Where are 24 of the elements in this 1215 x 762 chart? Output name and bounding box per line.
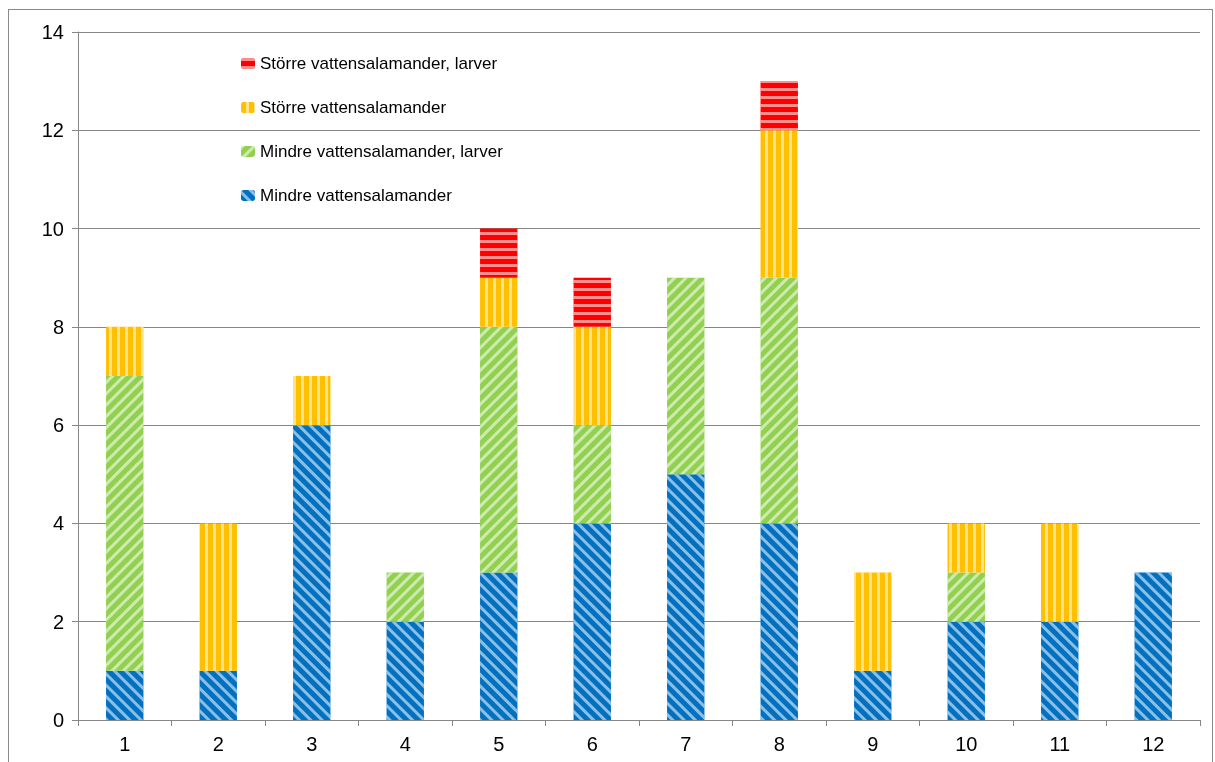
x-tick-label: 7 <box>680 733 692 755</box>
legend-label: Mindre vattensalamander, larver <box>260 142 504 161</box>
x-tick-label: 11 <box>1049 733 1071 755</box>
x-tick-label: 5 <box>493 733 505 755</box>
y-tick-label: 0 <box>52 709 64 731</box>
x-tick-label: 12 <box>1142 733 1165 755</box>
x-tick-label: 10 <box>955 733 978 755</box>
y-tick-label: 4 <box>52 512 64 535</box>
x-tick-label: 9 <box>867 733 879 755</box>
legend-label: Större vattensalamander <box>260 98 447 117</box>
y-tick-label: 14 <box>41 21 64 43</box>
legend-label: Större vattensalamander, larver <box>260 54 498 73</box>
x-tick-label: 1 <box>119 733 131 755</box>
x-tick-label: 2 <box>212 733 224 755</box>
y-tick-label: 2 <box>52 610 64 633</box>
y-tick-label: 12 <box>41 119 64 142</box>
legend-label: Mindre vattensalamander <box>260 186 453 205</box>
x-tick-label: 4 <box>399 733 411 755</box>
x-tick-label: 8 <box>773 733 785 755</box>
y-tick-label: 10 <box>41 217 64 240</box>
y-tick-label: 6 <box>52 414 64 437</box>
y-tick-label: 8 <box>52 315 64 338</box>
x-tick-label: 6 <box>586 733 598 755</box>
x-tick-label: 3 <box>306 733 318 755</box>
